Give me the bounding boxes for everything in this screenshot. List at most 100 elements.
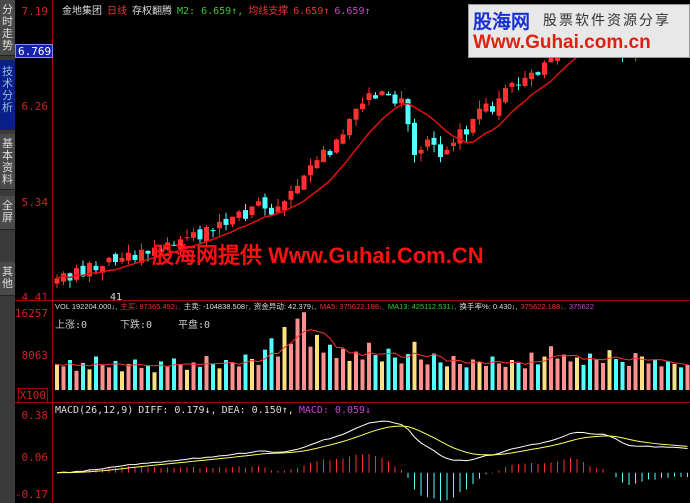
candle-body xyxy=(464,129,469,135)
volume-bar xyxy=(516,362,521,390)
volume-bar xyxy=(250,358,254,390)
logo: 股海网 股票软件资源分享 Www.Guhai.com.cn xyxy=(468,4,690,58)
volume-bar xyxy=(432,353,436,390)
volume-bar xyxy=(568,361,573,390)
volume-bar xyxy=(412,341,417,390)
dea-line xyxy=(56,425,688,474)
candle-body xyxy=(308,165,313,176)
indicator-value: VOL 192204.000↓, xyxy=(55,302,118,311)
candle-body xyxy=(113,254,118,262)
volume-bar xyxy=(406,354,410,390)
indicator-value: MACD: 0.059↓ xyxy=(298,405,372,416)
candle-body xyxy=(321,149,326,162)
candle-body xyxy=(522,77,528,86)
up-count: 上涨:0 xyxy=(55,320,88,331)
volume-tick: 8063 xyxy=(21,349,49,362)
candle-body xyxy=(204,227,209,242)
volume-bar xyxy=(425,364,430,390)
volume-bar xyxy=(237,366,241,390)
candle-body xyxy=(314,160,320,169)
volume-bar xyxy=(646,363,651,390)
candle-body xyxy=(301,175,307,190)
volume-bar xyxy=(562,354,566,390)
candle-body xyxy=(340,134,346,144)
support-value: 6.659↑ xyxy=(293,6,330,17)
candle-body xyxy=(100,266,105,273)
volume-bar xyxy=(581,364,586,390)
candle-body xyxy=(451,142,456,146)
candle-body xyxy=(373,95,378,99)
candle-body xyxy=(535,72,541,75)
panel-divider xyxy=(15,300,690,301)
volume-bar xyxy=(74,370,79,390)
candle-body xyxy=(230,216,235,225)
tab-fundamentals[interactable]: 基本资料 xyxy=(0,134,15,190)
candle-body xyxy=(457,129,463,144)
candle-body xyxy=(386,93,391,96)
tab-fullscreen[interactable]: 全屏 xyxy=(0,196,15,230)
candle-body xyxy=(184,237,190,239)
candle-body xyxy=(223,218,229,225)
volume-bar xyxy=(341,348,345,390)
candle-body xyxy=(275,206,281,213)
volume-bar xyxy=(224,359,228,390)
candle-body xyxy=(412,122,417,155)
tab-intraday[interactable]: 分时走势 xyxy=(0,0,15,56)
volume-bar xyxy=(497,363,501,390)
macd-tick: 0.38 xyxy=(21,409,49,422)
candle-body xyxy=(93,265,99,271)
logo-name: 股海网 xyxy=(473,11,531,33)
y-axis: 7.19 6.26 5.34 4.41 16257 8063 X100 0.38… xyxy=(15,0,53,503)
candle-body xyxy=(197,229,203,240)
volume-unit: X100 xyxy=(17,388,48,403)
volume-bar xyxy=(620,361,625,390)
candle-body xyxy=(509,82,515,87)
candle-body xyxy=(262,197,268,209)
volume-bar xyxy=(87,369,92,390)
candle-body xyxy=(236,211,242,218)
volume-bar xyxy=(256,364,261,390)
candle-body xyxy=(256,201,261,206)
volume-bar xyxy=(133,359,137,390)
volume-bar xyxy=(61,366,66,390)
candle-body xyxy=(165,242,170,250)
volume-bar xyxy=(659,366,664,390)
volume-bar xyxy=(484,365,488,390)
volume-bar xyxy=(360,359,365,390)
candle-body xyxy=(178,239,183,250)
candle-body xyxy=(87,263,92,277)
volume-bar xyxy=(172,358,176,390)
volume-bar xyxy=(198,366,202,390)
volume-bar xyxy=(68,359,72,390)
volume-bar xyxy=(640,356,644,390)
tab-other[interactable]: 其他 xyxy=(0,262,15,296)
volume-bar xyxy=(354,351,358,390)
volume-bar xyxy=(146,365,150,390)
volume-bar xyxy=(672,363,677,390)
price-tick: 7.19 xyxy=(21,5,49,18)
volume-bar xyxy=(633,353,638,390)
volume-bar xyxy=(315,334,319,390)
volume-bar xyxy=(120,371,124,390)
volume-bar xyxy=(204,356,209,390)
indicator-value: 375622.188↓, xyxy=(520,302,566,311)
candle-body xyxy=(405,99,411,125)
candle-body xyxy=(529,72,534,80)
period-label: 日线 xyxy=(107,6,127,17)
volume-bar xyxy=(555,358,560,390)
volume-bar xyxy=(191,362,196,390)
volume-bar xyxy=(419,359,423,390)
volume-bar xyxy=(152,372,157,390)
tab-technical-analysis[interactable]: 技术分析 xyxy=(0,60,15,130)
indicator-value: 375622 xyxy=(568,302,594,311)
indicator-value: MA13: 425112.531↓, xyxy=(387,302,457,311)
volume-bar xyxy=(55,364,59,390)
volume-bar xyxy=(308,346,313,390)
volume-bar xyxy=(321,352,326,390)
volume-bar xyxy=(126,363,131,390)
support-label: 均线支撑 xyxy=(248,6,289,17)
candle-body xyxy=(249,206,255,216)
indicator-value: DIFF: 0.179↓, xyxy=(138,405,217,416)
indicator-value: 主买: 87365.492↓, xyxy=(120,302,181,311)
volume-bar xyxy=(503,366,508,390)
